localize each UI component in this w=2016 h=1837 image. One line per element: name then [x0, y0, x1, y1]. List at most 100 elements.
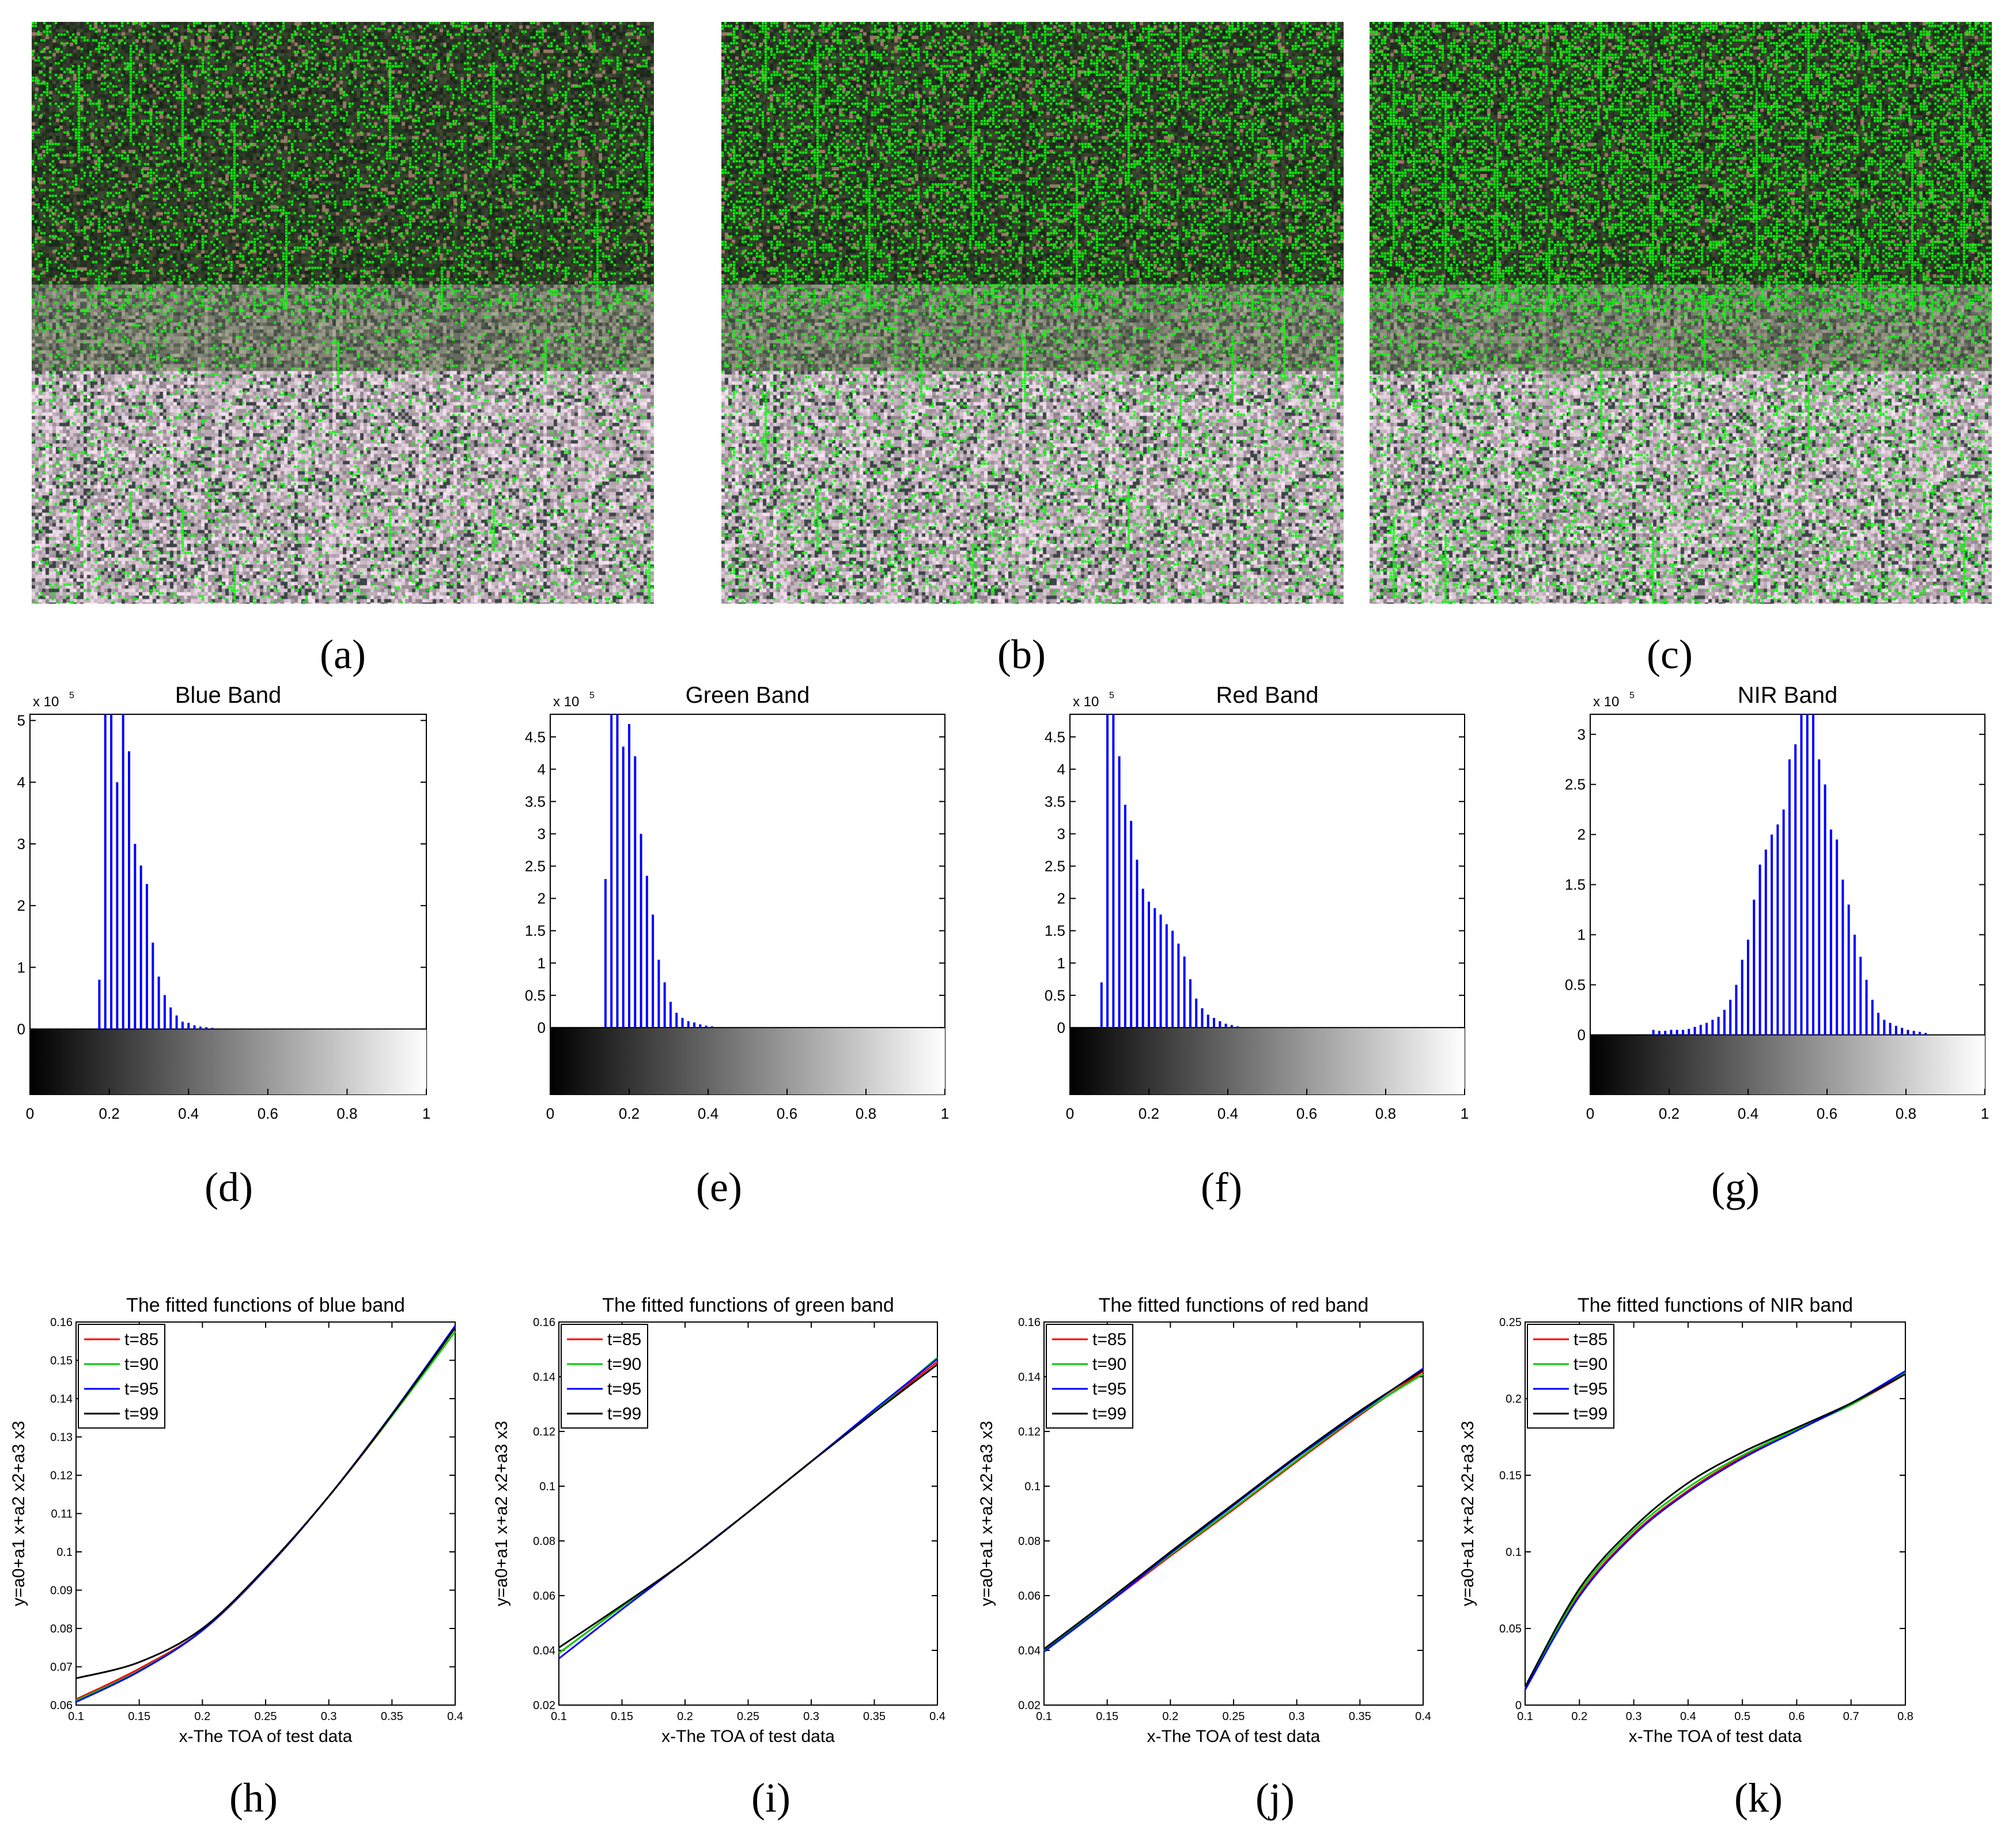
y-axis-label: y=a0+a1 x+a2 x2+a3 x3 — [9, 1421, 28, 1607]
legend-label: t=99 — [607, 1404, 641, 1423]
legend-label: t=95 — [1574, 1380, 1607, 1399]
y-tick-label: 2.5 — [1565, 776, 1586, 793]
chart-title: Blue Band — [175, 683, 282, 708]
chart-title: The fitted functions of red band — [1099, 1294, 1369, 1316]
y-tick-label: 1.5 — [525, 922, 546, 940]
x-tick-label: 0.2 — [1571, 1710, 1587, 1723]
y-tick-label: 0 — [538, 1019, 546, 1036]
y-tick-label: 0.11 — [51, 1508, 73, 1521]
x-axis-label: x-The TOA of test data — [661, 1727, 835, 1746]
colorbar — [550, 1027, 945, 1094]
x-tick-label: 0.4 — [1217, 1105, 1238, 1122]
legend-box — [78, 1324, 165, 1429]
x-tick-label: 0.8 — [856, 1105, 876, 1122]
y-tick-label: 3 — [1578, 726, 1586, 743]
y-tick-label: 0.1 — [1024, 1480, 1041, 1493]
y-tick-label: 2.5 — [525, 858, 546, 875]
y-tick-label: 0.25 — [1499, 1316, 1522, 1329]
caption-h: (h) — [229, 1775, 278, 1821]
y-tick-label: 1 — [17, 959, 25, 976]
exponent-power: 5 — [1109, 691, 1114, 700]
x-tick-label: 0 — [1586, 1105, 1594, 1122]
y-tick-label: 3.5 — [525, 793, 546, 810]
caption-c: (c) — [1647, 631, 1693, 677]
y-tick-label: 0 — [1578, 1027, 1586, 1044]
x-axis-label: x-The TOA of test data — [1147, 1727, 1321, 1746]
y-tick-label: 2 — [1057, 890, 1065, 907]
x-tick-label: 0.25 — [255, 1710, 277, 1723]
colorbar — [1070, 1027, 1465, 1094]
x-tick-label: 0.5 — [1734, 1710, 1750, 1723]
x-tick-label: 0.6 — [777, 1105, 797, 1122]
exponent-label: x 10 — [33, 694, 59, 710]
x-tick-label: 0.8 — [1896, 1105, 1916, 1122]
y-tick-label: 0 — [1057, 1019, 1065, 1036]
y-tick-label: 0.16 — [533, 1316, 555, 1329]
caption-b: (b) — [997, 631, 1046, 677]
caption-i: (i) — [751, 1775, 790, 1821]
y-tick-label: 0.14 — [1018, 1371, 1041, 1384]
x-tick-label: 0.35 — [863, 1710, 886, 1723]
y-tick-label: 0 — [1515, 1699, 1522, 1712]
exponent-label: x 10 — [1593, 694, 1619, 710]
satellite-image-a — [32, 22, 654, 604]
x-tick-label: 0.3 — [1626, 1710, 1642, 1723]
y-tick-label: 0.09 — [50, 1585, 73, 1597]
caption-g: (g) — [1711, 1164, 1760, 1210]
colorbar — [30, 1029, 426, 1094]
y-tick-label: 1 — [538, 955, 546, 972]
legend-label: t=90 — [1574, 1355, 1607, 1374]
y-tick-label: 0.04 — [533, 1645, 555, 1657]
y-tick-label: 0.1 — [539, 1480, 555, 1493]
y-tick-label: 0.06 — [50, 1699, 73, 1712]
y-tick-label: 0.15 — [50, 1355, 73, 1368]
series-line-t90 — [1524, 1372, 1906, 1689]
legend-label: t=95 — [1092, 1380, 1126, 1399]
legend-label: t=85 — [1574, 1330, 1607, 1349]
legend-box — [561, 1324, 648, 1429]
x-tick-label: 0.2 — [1139, 1105, 1159, 1122]
x-tick-label: 0.1 — [68, 1710, 84, 1723]
x-tick-label: 0.15 — [611, 1710, 633, 1723]
x-tick-label: 0.2 — [619, 1105, 640, 1122]
legend-label: t=90 — [124, 1355, 158, 1374]
x-tick-label: 0.15 — [1096, 1710, 1118, 1723]
series-line-t99 — [1043, 1369, 1424, 1650]
y-tick-label: 0.1 — [1506, 1546, 1522, 1559]
legend-label: t=90 — [607, 1355, 641, 1374]
series-line-t95 — [1043, 1368, 1424, 1653]
x-axis-label: x-The TOA of test data — [1629, 1727, 1802, 1746]
y-tick-label: 2 — [1578, 826, 1586, 843]
y-tick-label: 0.08 — [50, 1623, 73, 1635]
satellite-image-b — [721, 22, 1344, 604]
y-tick-label: 2 — [17, 897, 25, 914]
x-tick-label: 0.7 — [1843, 1710, 1859, 1723]
y-tick-label: 0.12 — [533, 1426, 555, 1438]
y-tick-label: 1.5 — [1045, 922, 1065, 940]
caption-k: (k) — [1734, 1775, 1783, 1821]
y-tick-label: 2 — [538, 890, 546, 907]
y-tick-label: 0.08 — [1018, 1535, 1041, 1548]
y-tick-label: 0.02 — [1018, 1699, 1041, 1712]
x-tick-label: 1 — [941, 1105, 949, 1122]
series-line-t99 — [75, 1327, 456, 1679]
x-tick-label: 0.3 — [1289, 1710, 1305, 1723]
y-tick-label: 0.2 — [1506, 1393, 1522, 1406]
x-tick-label: 0.6 — [1296, 1105, 1317, 1122]
chart-title: Red Band — [1216, 683, 1319, 708]
x-tick-label: 0.25 — [737, 1710, 759, 1723]
y-tick-label: 1 — [1578, 926, 1586, 944]
y-tick-label: 0.06 — [533, 1590, 555, 1603]
exponent-power: 5 — [69, 691, 74, 700]
y-tick-label: 0.06 — [1018, 1590, 1041, 1603]
y-tick-label: 0.13 — [50, 1431, 73, 1444]
x-tick-label: 0.6 — [258, 1105, 278, 1122]
legend-box — [1046, 1324, 1133, 1429]
y-tick-label: 1 — [1057, 955, 1065, 972]
caption-a: (a) — [320, 631, 366, 677]
x-tick-label: 0.4 — [1415, 1710, 1431, 1723]
x-tick-label: 0.8 — [1897, 1710, 1913, 1723]
legend-label: t=99 — [124, 1404, 158, 1423]
x-tick-label: 0 — [546, 1105, 554, 1122]
